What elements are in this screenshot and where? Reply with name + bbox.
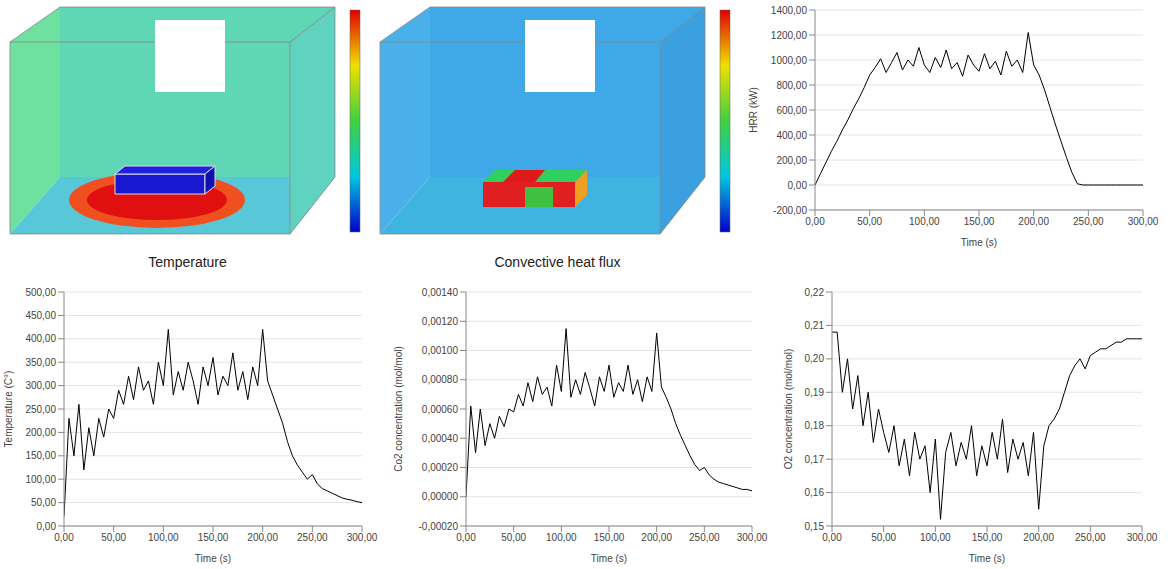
- svg-text:Co2 concentration (mol/mol): Co2 concentration (mol/mol): [393, 346, 404, 472]
- svg-text:1200,00: 1200,00: [771, 30, 808, 41]
- svg-text:250,00: 250,00: [1073, 216, 1104, 227]
- svg-text:1000,00: 1000,00: [771, 55, 808, 66]
- svg-text:100,00: 100,00: [546, 532, 577, 543]
- svg-text:100,00: 100,00: [148, 532, 179, 543]
- svg-text:0,19: 0,19: [805, 387, 825, 398]
- svg-text:0,00140: 0,00140: [422, 287, 459, 298]
- svg-text:400,00: 400,00: [776, 130, 807, 141]
- svg-text:200,00: 200,00: [247, 532, 278, 543]
- svg-text:0,00040: 0,00040: [422, 433, 459, 444]
- svg-text:50,00: 50,00: [871, 532, 896, 543]
- svg-text:300,00: 300,00: [347, 532, 378, 543]
- svg-text:Temperature (C°): Temperature (C°): [3, 371, 14, 448]
- svg-text:150,00: 150,00: [972, 532, 1003, 543]
- html-text:Temperature: Temperature: [148, 254, 227, 270]
- svg-text:200,00: 200,00: [1018, 216, 1049, 227]
- svg-text:0,00120: 0,00120: [422, 316, 459, 327]
- svg-text:Time (s): Time (s): [961, 237, 997, 248]
- svg-text:150,00: 150,00: [198, 532, 229, 543]
- svg-text:0,22: 0,22: [805, 287, 825, 298]
- svg-text:250,00: 250,00: [25, 404, 56, 415]
- html-text:Convective heat flux: Convective heat flux: [494, 254, 621, 270]
- svg-text:0,00: 0,00: [805, 216, 825, 227]
- svg-text:0,00060: 0,00060: [422, 404, 459, 415]
- svg-text:0,15: 0,15: [805, 521, 825, 532]
- svg-text:200,00: 200,00: [641, 532, 672, 543]
- svg-text:800,00: 800,00: [776, 80, 807, 91]
- svg-text:0,16: 0,16: [805, 487, 825, 498]
- svg-text:500,00: 500,00: [25, 287, 56, 298]
- svg-text:150,00: 150,00: [25, 450, 56, 461]
- svg-text:200,00: 200,00: [25, 427, 56, 438]
- svg-text:HRR (kW): HRR (kW): [748, 87, 759, 133]
- svg-text:0,00: 0,00: [822, 532, 842, 543]
- svg-text:200,00: 200,00: [776, 155, 807, 166]
- svg-text:0,17: 0,17: [805, 454, 825, 465]
- svg-text:600,00: 600,00: [776, 105, 807, 116]
- svg-text:-0,00020: -0,00020: [419, 521, 459, 532]
- svg-text:O2 concentration (mol/mol): O2 concentration (mol/mol): [783, 349, 794, 470]
- svg-text:100,00: 100,00: [909, 216, 940, 227]
- svg-text:300,00: 300,00: [737, 532, 768, 543]
- svg-text:0,00100: 0,00100: [422, 345, 459, 356]
- svg-text:50,00: 50,00: [857, 216, 882, 227]
- svg-text:150,00: 150,00: [594, 532, 625, 543]
- svg-text:300,00: 300,00: [1128, 216, 1159, 227]
- svg-text:Time (s): Time (s): [969, 553, 1005, 564]
- svg-text:250,00: 250,00: [1075, 532, 1106, 543]
- svg-text:450,00: 450,00: [25, 310, 56, 321]
- svg-text:250,00: 250,00: [297, 532, 328, 543]
- svg-text:Time (s): Time (s): [195, 553, 231, 564]
- svg-text:0,00: 0,00: [37, 521, 57, 532]
- svg-text:0,00000: 0,00000: [422, 491, 459, 502]
- svg-text:300,00: 300,00: [1127, 532, 1158, 543]
- svg-text:150,00: 150,00: [964, 216, 995, 227]
- svg-text:0,21: 0,21: [805, 320, 825, 331]
- svg-text:0,00080: 0,00080: [422, 374, 459, 385]
- svg-text:Time (s): Time (s): [591, 553, 627, 564]
- svg-text:400,00: 400,00: [25, 333, 56, 344]
- svg-text:0,00020: 0,00020: [422, 462, 459, 473]
- svg-text:250,00: 250,00: [689, 532, 720, 543]
- svg-text:0,00: 0,00: [788, 180, 808, 191]
- svg-text:0,00: 0,00: [456, 532, 476, 543]
- svg-text:0,18: 0,18: [805, 420, 825, 431]
- svg-text:300,00: 300,00: [25, 380, 56, 391]
- svg-text:-200,00: -200,00: [773, 205, 807, 216]
- svg-text:0,20: 0,20: [805, 353, 825, 364]
- svg-text:50,00: 50,00: [31, 497, 56, 508]
- svg-text:1400,00: 1400,00: [771, 5, 808, 16]
- svg-text:100,00: 100,00: [920, 532, 951, 543]
- svg-text:100,00: 100,00: [25, 474, 56, 485]
- svg-text:200,00: 200,00: [1023, 532, 1054, 543]
- svg-text:50,00: 50,00: [501, 532, 526, 543]
- svg-text:0,00: 0,00: [54, 532, 74, 543]
- svg-text:350,00: 350,00: [25, 357, 56, 368]
- svg-text:50,00: 50,00: [101, 532, 126, 543]
